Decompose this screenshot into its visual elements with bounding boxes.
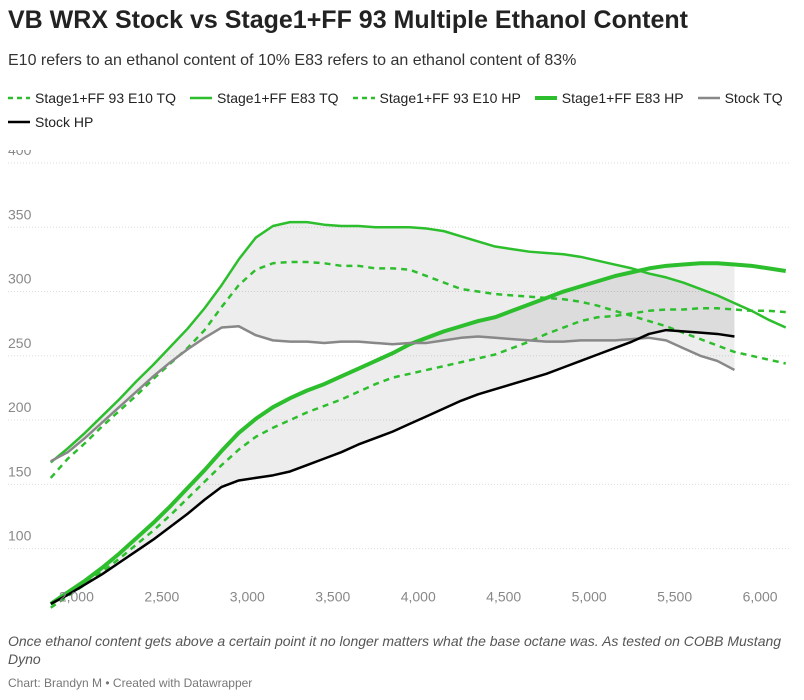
x-tick-label: 4,500	[486, 589, 521, 605]
x-tick-label: 2,500	[144, 589, 179, 605]
legend-swatch	[190, 96, 212, 100]
x-tick-label: 6,000	[743, 589, 778, 605]
line	[49, 261, 787, 606]
y-tick-label: 400	[8, 150, 32, 158]
line	[50, 306, 786, 609]
legend-label: Stock HP	[35, 114, 94, 130]
y-tick-label: 250	[8, 335, 32, 351]
x-tick-label: 4,000	[401, 589, 436, 605]
y-tick-label: 100	[8, 528, 32, 544]
legend-swatch	[8, 120, 30, 124]
legend-item: Stage1+FF 93 E10 HP	[352, 90, 521, 106]
legend-swatch	[352, 96, 375, 100]
legend-item: Stock HP	[8, 114, 93, 130]
range-band	[50, 263, 735, 604]
source: Chart: Brandyn M • Created with Datawrap…	[8, 676, 253, 690]
chart-title: VB WRX Stock vs Stage1+FF 93 Multiple Et…	[8, 6, 688, 34]
line	[50, 324, 736, 463]
chart: 100 150 200 250 300 350 400 2,000 2,500 3,000 3,50…	[8, 150, 790, 609]
y-tick-label: 350	[8, 206, 32, 222]
line	[50, 328, 735, 605]
legend: Stage1+FF 93 E10 TQ Stage1+FF E83 TQ Stage…	[8, 90, 798, 130]
legend-label: Stage1+FF 93 E10 TQ	[35, 90, 176, 106]
x-tick-label: 5,000	[572, 589, 607, 605]
legend-label: Stage1+FF E83 HP	[561, 90, 684, 106]
legend-label: Stage1+FF 93 E10 HP	[379, 90, 521, 106]
legend-label: Stock TQ	[724, 90, 783, 106]
y-tick-label: 150	[8, 463, 32, 479]
legend-item: Stage1+FF E83 TQ	[190, 90, 339, 106]
x-tick-label: 3,000	[230, 589, 265, 605]
legend-swatch	[697, 96, 720, 100]
x-tick-label: 3,500	[315, 589, 350, 605]
range-band	[50, 222, 735, 463]
notes: Once ethanol content gets above a certai…	[8, 633, 782, 667]
subtitle: E10 refers to an ethanol content of 10% …	[8, 52, 577, 69]
y-tick-label: 200	[8, 399, 32, 415]
legend-label: Stage1+FF E83 TQ	[217, 90, 339, 106]
legend-item: Stage1+FF 93 E10 TQ	[8, 90, 176, 106]
legend-item: Stage1+FF E83 HP	[534, 90, 684, 106]
y-tick-label: 300	[8, 271, 32, 287]
legend-swatch	[534, 96, 557, 100]
x-tick-label: 2,000	[59, 589, 94, 605]
legend-swatch	[8, 96, 30, 100]
x-tick-label: 5,500	[657, 589, 692, 605]
line	[49, 220, 787, 464]
legend-item: Stock TQ	[697, 90, 783, 106]
